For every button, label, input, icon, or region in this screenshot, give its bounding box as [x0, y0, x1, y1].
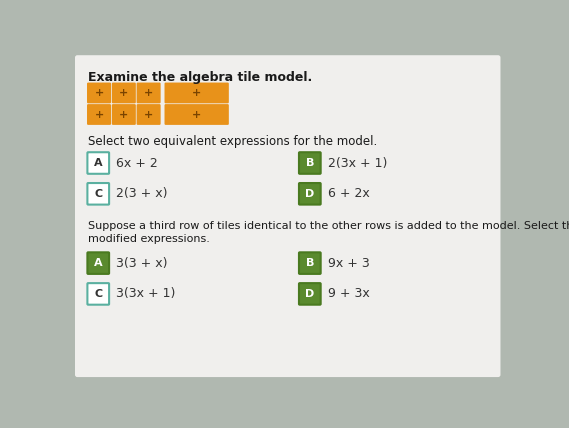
Text: 2(3x + 1): 2(3x + 1): [328, 157, 387, 169]
Text: 6 + 2x: 6 + 2x: [328, 187, 369, 200]
FancyBboxPatch shape: [137, 104, 160, 125]
Text: +: +: [192, 88, 201, 98]
Text: +: +: [144, 88, 153, 98]
Text: 6x + 2: 6x + 2: [116, 157, 158, 169]
FancyBboxPatch shape: [75, 55, 501, 377]
Text: C: C: [94, 289, 102, 299]
Text: +: +: [192, 110, 201, 119]
FancyBboxPatch shape: [88, 152, 109, 174]
Text: 9 + 3x: 9 + 3x: [328, 288, 369, 300]
Text: 3(3 + x): 3(3 + x): [116, 257, 168, 270]
Text: +: +: [94, 88, 104, 98]
FancyBboxPatch shape: [299, 283, 321, 305]
FancyBboxPatch shape: [299, 183, 321, 205]
Text: Suppose a third row of tiles identical to the other rows is added to the model. : Suppose a third row of tiles identical t…: [88, 221, 569, 231]
FancyBboxPatch shape: [88, 253, 109, 274]
Text: A: A: [94, 258, 102, 268]
Text: +: +: [119, 110, 129, 119]
Text: B: B: [306, 158, 314, 168]
Text: 3(3x + 1): 3(3x + 1): [116, 288, 175, 300]
Text: D: D: [305, 289, 315, 299]
Text: A: A: [94, 158, 102, 168]
FancyBboxPatch shape: [87, 83, 111, 103]
Text: +: +: [119, 88, 129, 98]
Text: B: B: [306, 258, 314, 268]
FancyBboxPatch shape: [87, 104, 111, 125]
Text: D: D: [305, 189, 315, 199]
Text: modified expressions.: modified expressions.: [88, 234, 210, 244]
FancyBboxPatch shape: [112, 104, 136, 125]
Text: 2(3 + x): 2(3 + x): [116, 187, 168, 200]
FancyBboxPatch shape: [88, 283, 109, 305]
Text: +: +: [144, 110, 153, 119]
FancyBboxPatch shape: [137, 83, 160, 103]
FancyBboxPatch shape: [112, 83, 136, 103]
Text: +: +: [94, 110, 104, 119]
FancyBboxPatch shape: [299, 152, 321, 174]
Text: C: C: [94, 189, 102, 199]
FancyBboxPatch shape: [164, 104, 229, 125]
FancyBboxPatch shape: [164, 83, 229, 103]
Text: Examine the algebra tile model.: Examine the algebra tile model.: [88, 71, 312, 84]
Text: Select two equivalent expressions for the model.: Select two equivalent expressions for th…: [88, 134, 377, 148]
FancyBboxPatch shape: [88, 183, 109, 205]
FancyBboxPatch shape: [299, 253, 321, 274]
Text: 9x + 3: 9x + 3: [328, 257, 369, 270]
